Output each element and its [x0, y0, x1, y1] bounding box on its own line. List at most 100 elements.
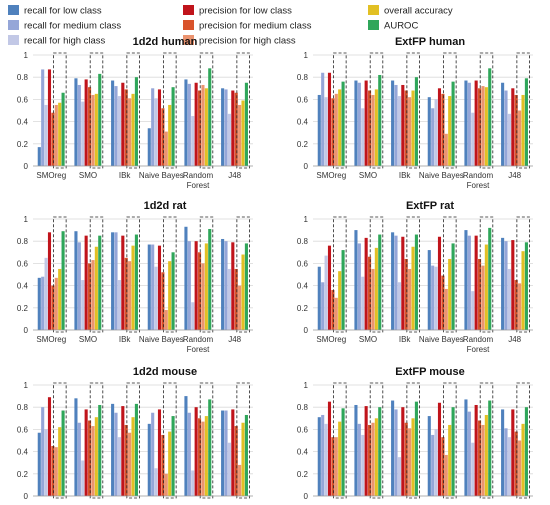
bar-random-forest-precision-for-low-class — [474, 404, 478, 496]
bar-naive-bayes-overall-accuracy — [448, 96, 452, 166]
bar-j48-precision-for-low-class — [231, 242, 235, 330]
y-tick-label: 0.4 — [17, 282, 29, 291]
bar-smoreg-precision-for-high-class — [54, 104, 58, 166]
highlight-box — [443, 52, 457, 169]
bar-smoreg-precision-for-medium-class — [51, 285, 55, 330]
bar-smo-recall-for-high-class — [81, 101, 85, 166]
bar-naive-bayes-precision-for-medium-class — [161, 434, 165, 496]
bar-j48-recall-for-medium-class — [224, 410, 228, 496]
y-tick-label: 0.6 — [17, 95, 29, 104]
bar-naive-bayes-overall-accuracy — [448, 424, 452, 496]
legend-label: recall for medium class — [24, 21, 121, 32]
highlight-box — [199, 382, 214, 499]
y-tick-label: 0.6 — [297, 425, 309, 434]
category-label: IBk — [119, 335, 132, 344]
legend-swatch — [368, 5, 379, 15]
bar-smoreg-precision-for-medium-class — [331, 437, 335, 496]
bar-ibk-auroc — [414, 401, 418, 496]
bar-ibk-recall-for-low-class — [391, 80, 395, 166]
bar-random-forest-precision-for-low-class — [194, 241, 198, 330]
highlight-box — [333, 52, 347, 169]
category-label: IBk — [119, 171, 132, 180]
bar-smoreg-precision-for-low-class — [47, 397, 52, 496]
category-label: Random — [183, 335, 214, 344]
bar-smoreg-recall-for-high-class — [44, 429, 48, 496]
bar-j48-overall-accuracy — [521, 423, 525, 496]
chart-title: 1d2d human — [133, 36, 198, 48]
legend-item-recall-for-high-class: recall for high class — [8, 35, 106, 47]
bar-smo-precision-for-high-class — [91, 426, 95, 496]
bar-smo-precision-for-low-class — [84, 235, 88, 330]
category-label: Random — [463, 335, 494, 344]
bar-smoreg-overall-accuracy — [338, 89, 342, 166]
bar-random-forest-overall-accuracy — [484, 414, 488, 496]
bar-smoreg-recall-for-medium-class — [321, 414, 325, 496]
bar-ibk-recall-for-high-class — [117, 96, 121, 166]
legend-label: AUROC — [384, 21, 418, 32]
bar-smo-precision-for-medium-class — [368, 90, 372, 166]
bar-ibk-auroc — [134, 403, 138, 496]
highlight-box — [236, 52, 250, 169]
bar-naive-bayes-auroc — [171, 252, 175, 330]
bar-ibk-precision-for-high-class — [408, 97, 412, 166]
bar-random-forest-precision-for-high-class — [481, 265, 485, 330]
bar-naive-bayes-overall-accuracy — [168, 104, 172, 166]
bar-smoreg-recall-for-medium-class — [41, 276, 45, 330]
bar-ibk-recall-for-medium-class — [114, 86, 118, 166]
bar-smo-recall-for-high-class — [361, 434, 365, 496]
bar-random-forest-precision-for-high-class — [481, 424, 485, 496]
category-label: J48 — [508, 171, 521, 180]
legend-item-overall-accuracy: overall accuracy — [368, 5, 453, 17]
bar-random-forest-recall-for-low-class — [464, 399, 468, 496]
bar-naive-bayes-precision-for-medium-class — [161, 108, 165, 166]
category-label: J48 — [228, 335, 241, 344]
bar-random-forest-precision-for-medium-class — [198, 90, 202, 166]
legend-label: recall for high class — [24, 36, 106, 47]
bar-naive-bayes-precision-for-low-class — [157, 89, 162, 166]
chart-title: 1d2d rat — [144, 200, 187, 212]
bar-smo-precision-for-high-class — [91, 94, 95, 166]
bar-naive-bayes-recall-for-medium-class — [431, 434, 435, 496]
bar-ibk-precision-for-medium-class — [124, 257, 128, 330]
bar-j48-overall-accuracy — [241, 254, 245, 330]
highlight-box — [199, 216, 214, 333]
bar-ibk-precision-for-low-class — [121, 82, 125, 166]
y-tick-label: 0 — [304, 326, 309, 335]
bar-smo-overall-accuracy — [374, 89, 378, 166]
bar-random-forest-auroc — [208, 68, 212, 166]
bar-smoreg-precision-for-low-class — [327, 72, 332, 166]
category-label: J48 — [508, 335, 521, 344]
bar-ibk-precision-for-medium-class — [124, 424, 128, 496]
bar-smoreg-precision-for-low-class — [47, 69, 52, 166]
bar-smoreg-overall-accuracy — [338, 271, 342, 330]
category-label: SMOreg — [36, 335, 66, 344]
legend-label: precision for low class — [199, 6, 292, 17]
y-tick-label: 0.2 — [17, 140, 29, 149]
category-label: SMO — [79, 171, 97, 180]
bar-j48-overall-accuracy — [521, 94, 525, 166]
bar-smo-precision-for-low-class — [364, 237, 368, 330]
bar-naive-bayes-auroc — [451, 243, 455, 330]
bar-ibk-recall-for-high-class — [117, 280, 121, 330]
bar-j48-precision-for-medium-class — [234, 426, 238, 496]
y-tick-label: 0.4 — [297, 448, 309, 457]
bar-j48-precision-for-high-class — [238, 464, 242, 496]
bar-naive-bayes-precision-for-low-class — [157, 245, 162, 330]
category-label: Naive Bayes — [419, 335, 464, 344]
bar-random-forest-auroc — [488, 227, 492, 330]
bar-random-forest-precision-for-medium-class — [478, 88, 482, 166]
bar-ibk-precision-for-high-class — [128, 98, 132, 166]
bar-j48-overall-accuracy — [241, 100, 245, 166]
bar-random-forest-recall-for-medium-class — [467, 411, 471, 496]
category-label: IBk — [399, 335, 412, 344]
legend-label: precision for high class — [199, 36, 296, 47]
bar-smoreg-recall-for-low-class — [317, 417, 321, 496]
legend-swatch — [183, 5, 194, 15]
bar-j48-recall-for-low-class — [501, 82, 505, 166]
highlight-box — [53, 382, 67, 499]
category-label: Random — [463, 171, 494, 180]
bar-j48-recall-for-high-class — [507, 113, 511, 166]
bar-random-forest-overall-accuracy — [484, 87, 488, 166]
chart-1d2d-mouse: 1d2d mouse00.20.40.60.81SMOregSMOIBkNaiv… — [17, 366, 253, 505]
